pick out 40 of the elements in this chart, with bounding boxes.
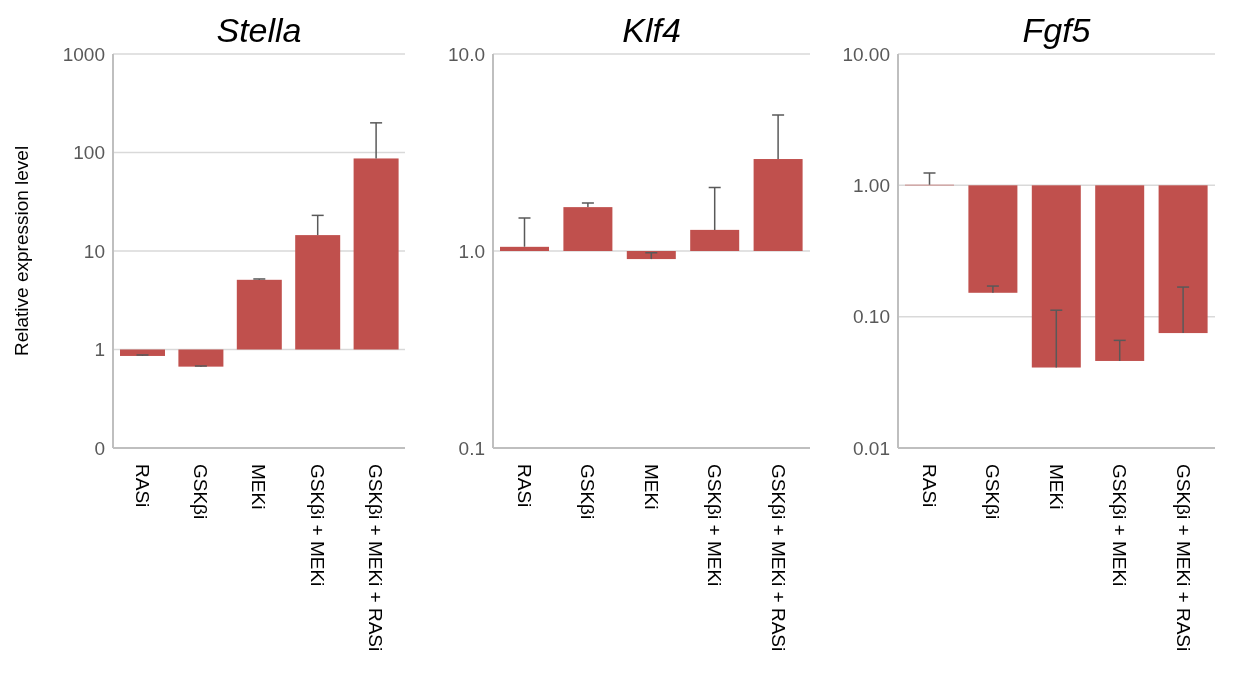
y-tick-label: 0.1 <box>458 437 485 459</box>
y-tick-label: 1.00 <box>853 175 890 197</box>
y-tick-label: 0.01 <box>853 437 890 459</box>
x-tick-label: GSKβi + MEKi <box>1109 464 1131 587</box>
y-axis-title: Relative expression level <box>10 144 33 359</box>
x-tick-label: GSKβi + MEKi + RASi <box>767 464 789 652</box>
y-tick-label: 1.0 <box>458 240 485 262</box>
bar <box>178 349 224 367</box>
bar <box>563 207 613 251</box>
bar <box>626 251 676 260</box>
y-tick-label: 0 <box>94 437 105 459</box>
x-tick-label: RASi <box>919 464 941 508</box>
y-tick-label: 10.0 <box>448 43 485 65</box>
x-tick-label: RASi <box>131 464 153 508</box>
bar <box>353 158 399 350</box>
x-tick-label: GSKβi + MEKi <box>306 464 328 587</box>
y-tick-label: 1 <box>94 339 105 361</box>
bar <box>295 235 341 350</box>
y-tick-label: 100 <box>73 142 105 164</box>
bar <box>236 279 282 350</box>
y-tick-label: 0.10 <box>853 306 890 328</box>
chart-title: Stella <box>215 10 303 51</box>
y-tick-label: 10 <box>83 240 105 262</box>
x-tick-label: GSKβi + MEKi <box>704 464 726 587</box>
x-tick-label: GSKβi + MEKi + RASi <box>1172 464 1194 652</box>
y-tick-label: 1000 <box>62 43 105 65</box>
x-tick-label: RASi <box>514 464 536 508</box>
bar <box>690 229 740 251</box>
chart-title: Klf4 <box>621 10 682 51</box>
y-tick-label: 10.00 <box>842 43 890 65</box>
x-tick-label: GSKβi <box>189 464 211 520</box>
x-tick-label: MEKi <box>248 464 270 510</box>
x-tick-label: MEKi <box>640 464 662 510</box>
x-tick-label: GSKβi <box>982 464 1004 520</box>
x-tick-label: GSKβi + MEKi + RASi <box>365 464 387 652</box>
chart-title: Fgf5 <box>1021 10 1092 51</box>
x-tick-label: GSKβi <box>577 464 599 520</box>
x-tick-label: MEKi <box>1045 464 1067 510</box>
bar <box>753 159 803 251</box>
bar <box>500 246 549 251</box>
